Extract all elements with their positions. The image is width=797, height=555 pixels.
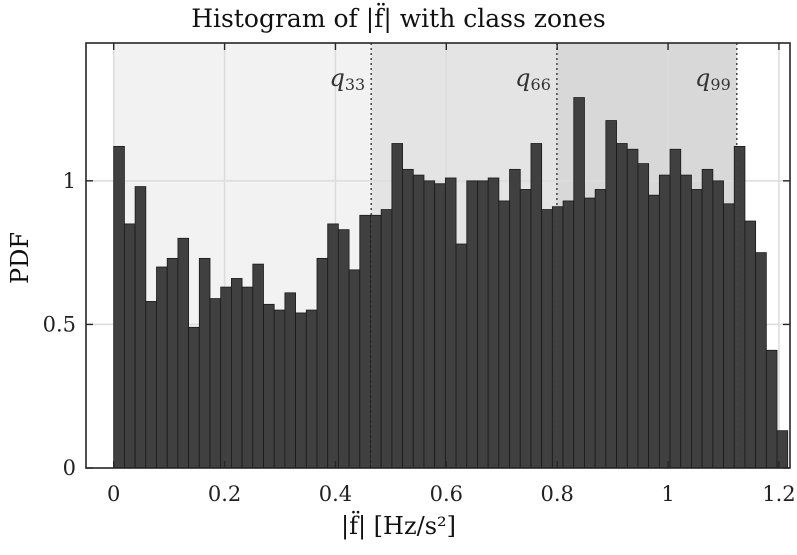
histogram-bar-54 (680, 174, 692, 469)
histogram-bar-31 (434, 183, 446, 469)
histogram-bar-1 (113, 145, 125, 469)
histogram-bar-42 (551, 206, 564, 469)
histogram-bar-8 (188, 326, 200, 469)
x-tick-label-5: 1 (661, 482, 674, 506)
histogram-bar-55 (691, 189, 703, 469)
histogram-bar-43 (562, 200, 575, 469)
histogram-bar-48 (616, 143, 628, 469)
chart-title: Histogram of |f̈| with class zones (191, 4, 606, 33)
histogram-bar-24 (359, 214, 371, 469)
histogram-bar-30 (423, 180, 436, 469)
quantile-label-33: q33 (329, 64, 365, 94)
histogram-bar-10 (209, 298, 222, 469)
histogram-bar-33 (455, 243, 468, 469)
histogram-bar-52 (658, 174, 671, 469)
x-tick-label-0: 0 (107, 482, 120, 506)
histogram-bar-35 (477, 180, 489, 469)
histogram-bar-16 (273, 309, 286, 469)
histogram-bar-7 (177, 237, 190, 469)
histogram-bar-14 (252, 263, 264, 469)
histogram-bar-56 (701, 168, 714, 469)
histogram-bar-13 (241, 286, 254, 469)
histogram-bar-25 (370, 214, 382, 469)
histogram-bar-46 (594, 189, 607, 469)
histogram-bar-6 (166, 257, 179, 469)
histogram-bar-41 (541, 209, 553, 469)
histogram-bar-17 (284, 292, 296, 469)
histogram-bar-61 (755, 252, 767, 469)
histogram-bar-44 (573, 97, 585, 469)
histogram-bar-21 (327, 223, 339, 469)
histogram-bar-19 (305, 309, 318, 469)
histogram-bar-57 (712, 180, 724, 469)
x-tick-label-4: 0.8 (540, 482, 573, 506)
y-axis-label: PDF (6, 231, 34, 285)
histogram-bar-29 (412, 174, 425, 469)
histogram-bar-26 (380, 209, 393, 469)
histogram-bar-53 (669, 148, 682, 469)
histogram-bar-51 (648, 194, 660, 469)
y-tick-label-1: 0.5 (43, 312, 76, 336)
histogram-bar-38 (509, 168, 521, 469)
histogram-bar-9 (198, 257, 211, 469)
histogram-bar-50 (637, 163, 650, 469)
histogram-bar-18 (295, 312, 307, 469)
histogram-bar-2 (124, 223, 136, 469)
x-tick-label-1: 0.2 (208, 482, 241, 506)
axes-box (85, 42, 791, 469)
x-axis-label: |f̈| [Hz/s²] (340, 512, 456, 540)
histogram-bar-59 (733, 145, 746, 469)
histogram-bar-60 (744, 220, 757, 469)
histogram-bar-4 (145, 301, 157, 469)
histogram-bar-37 (498, 200, 510, 469)
histogram-bar-47 (605, 120, 617, 469)
x-tick-label-6: 1.2 (762, 482, 795, 506)
histogram-bar-15 (263, 303, 275, 469)
histogram-bar-58 (723, 203, 735, 469)
x-tick-label-3: 0.6 (430, 482, 463, 506)
histogram-bar-5 (156, 266, 168, 469)
histogram-bar-11 (220, 286, 232, 469)
quantile-label-66: q66 (515, 64, 551, 94)
histogram-bar-27 (391, 143, 403, 469)
y-tick-label-0: 0 (63, 456, 76, 480)
histogram-bar-28 (402, 168, 414, 469)
histogram-bar-23 (348, 269, 361, 469)
histogram-bar-49 (626, 148, 639, 469)
y-tick-label-2: 1 (63, 169, 76, 193)
histogram-bar-36 (487, 177, 500, 469)
histogram-bar-62 (765, 349, 778, 469)
histogram-bar-34 (466, 180, 478, 469)
histogram-bar-22 (337, 229, 350, 469)
histogram-bar-20 (316, 257, 329, 469)
histogram-bar-45 (584, 197, 596, 469)
histogram-bar-39 (519, 189, 532, 469)
histogram-bar-32 (444, 177, 457, 469)
histogram-bar-12 (231, 278, 243, 469)
quantile-label-99: q99 (695, 64, 731, 94)
histogram-bar-3 (134, 186, 147, 469)
histogram-bar-40 (530, 143, 543, 469)
x-tick-label-2: 0.4 (319, 482, 352, 506)
